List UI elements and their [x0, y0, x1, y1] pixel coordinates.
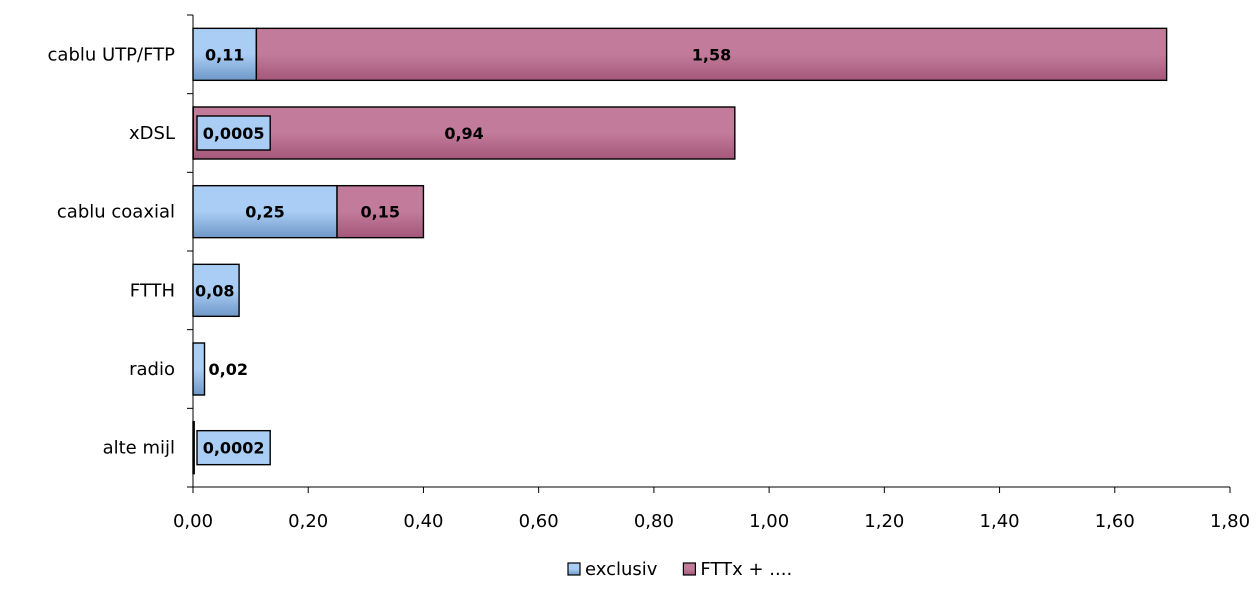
data-label-box [196, 429, 271, 466]
category-label: cablu coaxial [57, 202, 175, 223]
x-tick-label: 0,40 [403, 511, 443, 532]
bar-fttx [192, 106, 736, 160]
data-label: 0,0002 [203, 439, 265, 458]
data-label: 0,11 [205, 45, 244, 64]
bar-exclusiv [192, 420, 195, 475]
x-tick-label: 1,40 [980, 511, 1020, 532]
bars [192, 27, 1168, 475]
category-label: cablu UTP/FTP [48, 44, 176, 65]
data-label: 1,58 [692, 45, 731, 64]
bar-exclusiv [192, 342, 206, 396]
bar-fttx [336, 184, 425, 239]
data-labels: 0,11 1,58 0,0005 0,94 0,25 0,15 0,08 0,02 0,0002 [195, 45, 731, 466]
data-label: 0,0005 [203, 124, 265, 143]
x-tick-label: 0,80 [634, 511, 674, 532]
bar-exclusiv [192, 263, 240, 318]
data-label: 0,25 [245, 203, 284, 222]
data-label: 0,15 [360, 203, 399, 222]
x-tick-label: 1,00 [749, 511, 789, 532]
x-tick-label: 0,60 [519, 511, 559, 532]
bar-exclusiv [192, 184, 338, 239]
data-label: 0,08 [195, 281, 234, 300]
category-label: xDSL [129, 123, 175, 144]
x-tick-label: 0,20 [288, 511, 328, 532]
axes: 0,00 0,20 0,40 0,60 0,80 1,00 1,20 1,40 1,60 1,80… [48, 14, 1250, 532]
category-label: FTTH [130, 280, 175, 301]
x-tick-label: 1,20 [864, 511, 904, 532]
data-label-box [196, 115, 271, 151]
bar-exclusiv [192, 27, 258, 82]
x-tick-label: 0,00 [173, 511, 213, 532]
legend-label: exclusiv [585, 559, 658, 580]
legend: exclusiv FTTx + .... [567, 559, 792, 580]
bar-fttx [255, 27, 1168, 82]
x-tick-label: 1,80 [1210, 511, 1250, 532]
data-label: 0,02 [209, 360, 248, 379]
x-tick-label: 1,60 [1095, 511, 1135, 532]
category-label: radio [129, 359, 175, 380]
category-label: alte mijl [103, 438, 175, 459]
legend-swatch-exclusiv [567, 562, 581, 576]
legend-label: FTTx + .... [700, 559, 792, 580]
legend-swatch-fttx [682, 562, 697, 576]
data-label: 0,94 [444, 124, 483, 143]
